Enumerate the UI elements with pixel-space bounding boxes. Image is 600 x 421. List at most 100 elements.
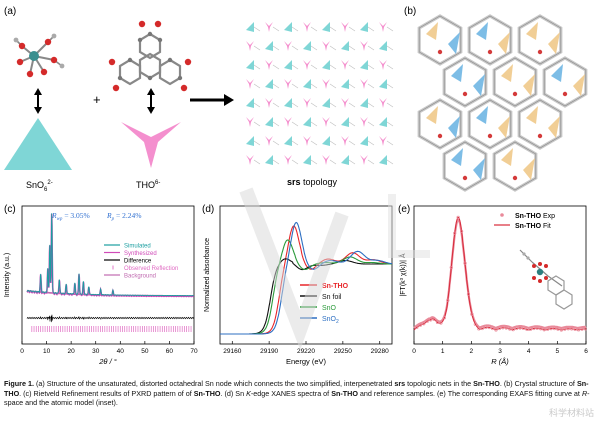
srs-node-tho (360, 79, 368, 89)
exafs-exp-point (559, 328, 563, 332)
srs-link (386, 102, 394, 108)
crystal-polyhedron (426, 22, 438, 40)
exafs-exp-point (521, 326, 526, 331)
caption-sn-tho: Sn-THO (4, 379, 589, 398)
exafs-exp-point (583, 327, 588, 331)
srs-link (367, 159, 375, 165)
srs-link (310, 140, 318, 146)
srs-node-sn (265, 41, 273, 51)
exafs-x-tick-label: 0 (412, 348, 416, 355)
caption-text: . (c) Rietveld Refinement results of PXR… (19, 388, 194, 398)
crystal-oxygen (537, 133, 543, 139)
srs-topology-label: srs topology (287, 177, 338, 187)
exafs-exp-point (501, 326, 505, 330)
srs-node-tho (265, 136, 273, 146)
srs-link (386, 159, 394, 165)
exafs-x-tick-label: 6 (584, 348, 588, 355)
crystal-ring-edge (518, 15, 562, 65)
panel-e: (e) |FT(k³ χ(k))| Å R (Å) 0 1 2 3 4 5 6 Sn-THO… (398, 204, 588, 366)
pxrd-legend-label: Synthesized (124, 251, 157, 257)
srs-link (386, 121, 394, 127)
exafs-exp-point (532, 326, 536, 331)
srs-link (386, 83, 394, 89)
caption-srs: srs (394, 379, 406, 388)
tho-ball-model (108, 20, 192, 92)
srs-node-sn (360, 22, 368, 32)
pxrd-simulated-line (26, 213, 194, 297)
rwp-annotation: Rwp = 3.05% (51, 211, 90, 222)
srs-node-sn (246, 60, 254, 70)
panel-d: (d) Normalized absorbance Energy (eV) 29… (202, 204, 393, 366)
srs-net (246, 22, 394, 165)
srs-node-tho (341, 136, 349, 146)
srs-link (348, 64, 356, 70)
srs-link (329, 45, 337, 51)
crystal-polyhedron (448, 116, 460, 138)
pxrd-legend-label: Simulated (124, 244, 151, 250)
panel-a: (a) SnO62- (4, 6, 394, 193)
pxrd-x-tick-label: 70 (190, 348, 198, 355)
srs-link (272, 140, 280, 146)
srs-node-tho (379, 136, 387, 146)
srs-link (329, 159, 337, 165)
crystal-oxygen (437, 49, 443, 55)
exafs-exp-point (490, 326, 495, 331)
srs-link (272, 83, 280, 89)
srs-link (253, 45, 261, 51)
crystal-oxygen (487, 49, 493, 55)
xanes-x-tick-label: 29250 (334, 348, 352, 355)
exafs-exp-point (456, 215, 460, 219)
exafs-exp-point (494, 328, 498, 332)
pxrd-legend-label: Background (124, 274, 156, 280)
pxrd-x-tick-label: 0 (20, 348, 24, 355)
exafs-exp-point (497, 326, 502, 331)
crystal-polyhedron (448, 32, 460, 54)
exafs-exp-point (425, 319, 429, 323)
srs-node-sn (246, 98, 254, 108)
srs-node-tho (284, 79, 292, 89)
exafs-exp-point (542, 328, 546, 332)
crystal-oxygen (537, 49, 543, 55)
srs-node-tho (265, 60, 273, 70)
caption-k: K (246, 388, 251, 398)
srs-node-tho (322, 155, 330, 165)
srs-node-sn (341, 155, 349, 165)
srs-node-sn (284, 22, 292, 32)
crystal-oxygen (512, 91, 518, 97)
srs-link (329, 140, 337, 146)
srs-link (253, 159, 261, 165)
srs-node-tho (360, 41, 368, 51)
srs-link (253, 64, 261, 70)
sno6-triangle-shape (4, 118, 72, 170)
exafs-exp-point (566, 327, 570, 331)
caption-text: and reference samples. (e) The correspon… (357, 388, 582, 398)
crystal-oxygen (562, 91, 568, 97)
srs-node-sn (303, 155, 311, 165)
srs-node-tho (284, 117, 292, 127)
crystal-polyhedron (523, 158, 535, 180)
crystal-polyhedron (523, 74, 535, 96)
pxrd-plot-frame (21, 205, 195, 345)
exafs-fit-line (413, 216, 586, 331)
crystal-oxygen (462, 91, 468, 97)
exafs-exp-point (511, 328, 515, 332)
sno6-ball-model (13, 33, 65, 78)
srs-node-sn (246, 136, 254, 146)
srs-link (253, 26, 261, 32)
srs-link (253, 140, 261, 146)
crystal-polyhedron (501, 64, 513, 82)
srs-link (367, 140, 375, 146)
srs-link (310, 45, 318, 51)
srs-node-sn (265, 155, 273, 165)
srs-node-sn (322, 60, 330, 70)
srs-node-tho (246, 117, 254, 127)
srs-link (348, 26, 356, 32)
caption-text: -edge XANES spectra of (250, 388, 332, 398)
exafs-exp-point (435, 320, 440, 325)
pxrd-x-tick-label: 30 (92, 348, 100, 355)
tho-trigonal-shape (121, 122, 181, 168)
right-arrow (190, 94, 234, 106)
srs-link (367, 45, 375, 51)
crystal-polyhedron (476, 22, 488, 40)
panel-a-label: (a) (4, 6, 16, 17)
